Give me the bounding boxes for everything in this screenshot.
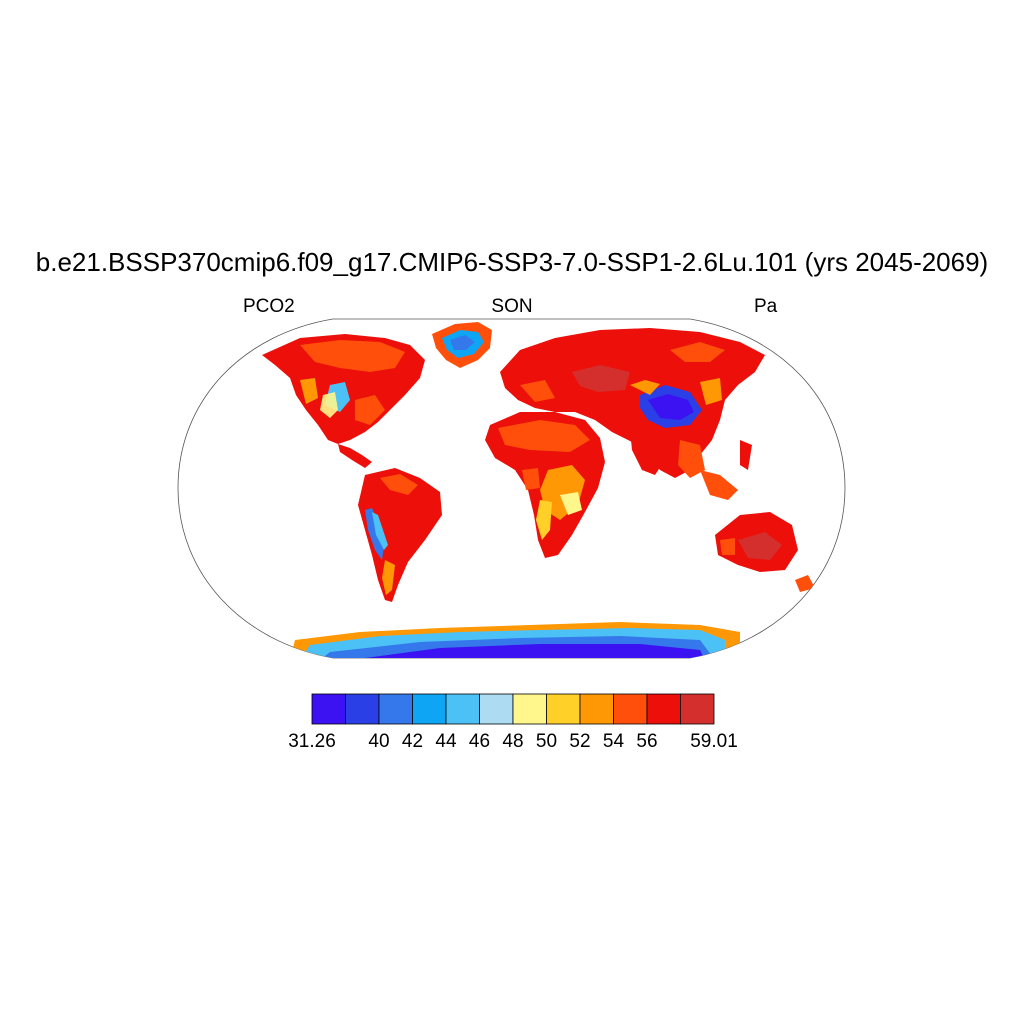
greenland [432,322,492,368]
colorbar-swatch [579,693,614,725]
season-label: SON [491,296,533,317]
south-asia [630,430,752,500]
eurasia [500,328,765,478]
colorbar [311,693,715,725]
colorbar-tick-label: 46 [468,731,491,752]
antarctica [290,622,740,658]
colorbar-swatch [345,693,380,725]
plot-title: b.e21.BSSP370cmip6.f09_g17.CMIP6-SSP3-7.… [35,247,989,277]
africa [485,412,605,558]
north-america [262,334,425,468]
colorbar-swatch [445,693,480,725]
colorbar-swatch [613,693,648,725]
variable-label: PCO2 [243,296,295,317]
colorbar-swatch [512,693,547,725]
colorbar-tick-label: 50 [535,731,558,752]
colorbar-tick-label: 42 [401,731,424,752]
colorbar-swatch [412,693,447,725]
colorbar-tick-label: 54 [602,731,625,752]
colorbar-swatch [680,693,715,725]
colorbar-swatch [546,693,581,725]
colorbar-tick-label: 44 [435,731,457,752]
colorbar-tick-label: 52 [569,731,591,752]
south-america [358,468,442,602]
colorbar-tick-label: 48 [502,731,524,752]
australia [715,512,815,592]
colorbar-tick-label: 56 [636,731,658,752]
units-label: Pa [754,296,778,317]
colorbar-swatch [378,693,413,725]
colorbar-swatch [479,693,514,725]
colorbar-swatch [646,693,681,725]
colorbar-tick-label: 31.26 [288,731,336,752]
colorbar-tick-label: 59.01 [690,731,738,752]
colorbar-tick-label: 40 [368,731,390,752]
colorbar-swatch [311,693,346,725]
